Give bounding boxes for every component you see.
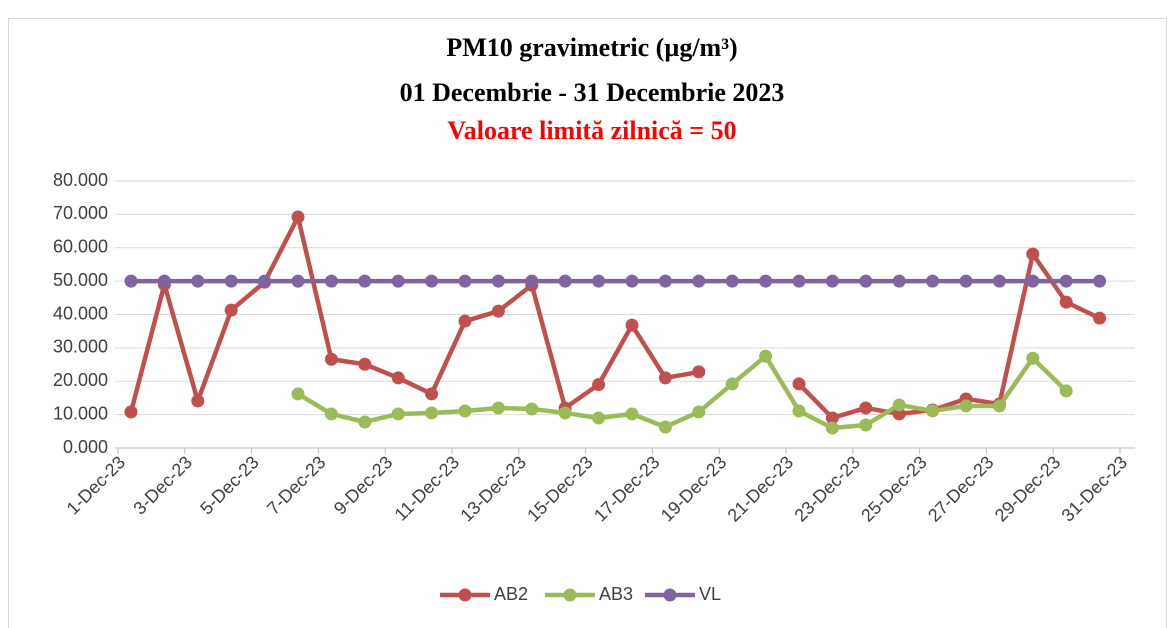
data-point: [525, 402, 539, 416]
data-point: [1059, 274, 1073, 288]
data-point: [425, 274, 439, 288]
y-tick-label: 80.000: [53, 170, 108, 190]
data-point: [658, 371, 672, 385]
data-point: [124, 274, 138, 288]
data-point: [558, 406, 572, 420]
data-point: [1059, 384, 1073, 398]
data-point: [324, 407, 338, 421]
data-point: [792, 377, 806, 391]
legend-label: AB3: [599, 584, 633, 604]
data-point: [458, 314, 472, 328]
data-point: [692, 274, 706, 288]
data-point: [992, 274, 1006, 288]
data-point: [892, 274, 906, 288]
data-point: [692, 365, 706, 379]
y-tick-label: 40.000: [53, 303, 108, 323]
data-point: [1059, 295, 1073, 309]
data-point: [358, 357, 372, 371]
data-point: [692, 405, 706, 419]
data-point: [425, 406, 439, 420]
data-point: [1026, 247, 1040, 261]
data-point: [425, 387, 439, 401]
data-point: [258, 274, 272, 288]
y-tick-label: 10.000: [53, 403, 108, 423]
chart-border: [8, 18, 1167, 628]
data-point: [625, 407, 639, 421]
data-point: [291, 210, 305, 224]
series-line: [797, 251, 1101, 421]
data-point: [592, 411, 606, 425]
y-tick-label: 30.000: [53, 337, 108, 357]
data-point: [291, 387, 305, 401]
annotation: Valoare limită zilnică = 50: [447, 116, 736, 145]
data-point: [825, 411, 839, 425]
data-point: [358, 415, 372, 429]
y-tick-label: 60.000: [53, 237, 108, 257]
data-point: [191, 394, 205, 408]
data-point: [1026, 274, 1040, 288]
data-point: [458, 404, 472, 418]
y-tick-label: 70.000: [53, 203, 108, 223]
data-point: [892, 398, 906, 412]
y-tick-label: 0.000: [63, 437, 108, 457]
series-line: [128, 214, 700, 413]
data-point: [759, 274, 773, 288]
data-point: [291, 274, 305, 288]
data-point: [525, 274, 539, 288]
data-point: [124, 405, 138, 419]
data-point: [926, 404, 940, 418]
data-point: [625, 274, 639, 288]
data-point: [792, 404, 806, 418]
data-point: [825, 421, 839, 435]
data-point: [658, 420, 672, 434]
data-point: [859, 401, 873, 415]
data-point: [491, 401, 505, 415]
data-point: [358, 274, 372, 288]
legend-marker: [563, 588, 577, 602]
data-point: [592, 274, 606, 288]
data-point: [759, 349, 773, 363]
data-point: [792, 274, 806, 288]
data-point: [959, 274, 973, 288]
data-point: [491, 274, 505, 288]
data-point: [391, 407, 405, 421]
data-point: [592, 378, 606, 392]
data-point: [725, 377, 739, 391]
data-point: [224, 274, 238, 288]
data-point: [458, 274, 472, 288]
data-point: [825, 274, 839, 288]
data-point: [658, 274, 672, 288]
data-point: [959, 399, 973, 413]
data-point: [859, 274, 873, 288]
chart-subtitle: 01 Decembrie - 31 Decembrie 2023: [400, 78, 785, 107]
data-point: [1093, 311, 1107, 325]
data-point: [324, 352, 338, 366]
data-point: [324, 274, 338, 288]
legend-label: VL: [699, 584, 721, 604]
data-point: [224, 303, 238, 317]
y-tick-label: 50.000: [53, 270, 108, 290]
y-tick-label: 20.000: [53, 370, 108, 390]
data-point: [1093, 274, 1107, 288]
data-point: [725, 274, 739, 288]
data-point: [926, 274, 940, 288]
data-point: [491, 304, 505, 318]
data-point: [391, 371, 405, 385]
data-point: [625, 318, 639, 332]
data-point: [157, 274, 171, 288]
legend-label: AB2: [494, 584, 528, 604]
data-point: [992, 399, 1006, 413]
data-point: [1026, 351, 1040, 365]
data-point: [191, 274, 205, 288]
chart-title: PM10 gravimetric (µg/m³): [446, 33, 737, 62]
data-point: [558, 274, 572, 288]
legend-marker: [458, 588, 472, 602]
data-point: [859, 418, 873, 432]
data-point: [892, 407, 906, 421]
data-point: [391, 274, 405, 288]
legend-marker: [663, 588, 677, 602]
